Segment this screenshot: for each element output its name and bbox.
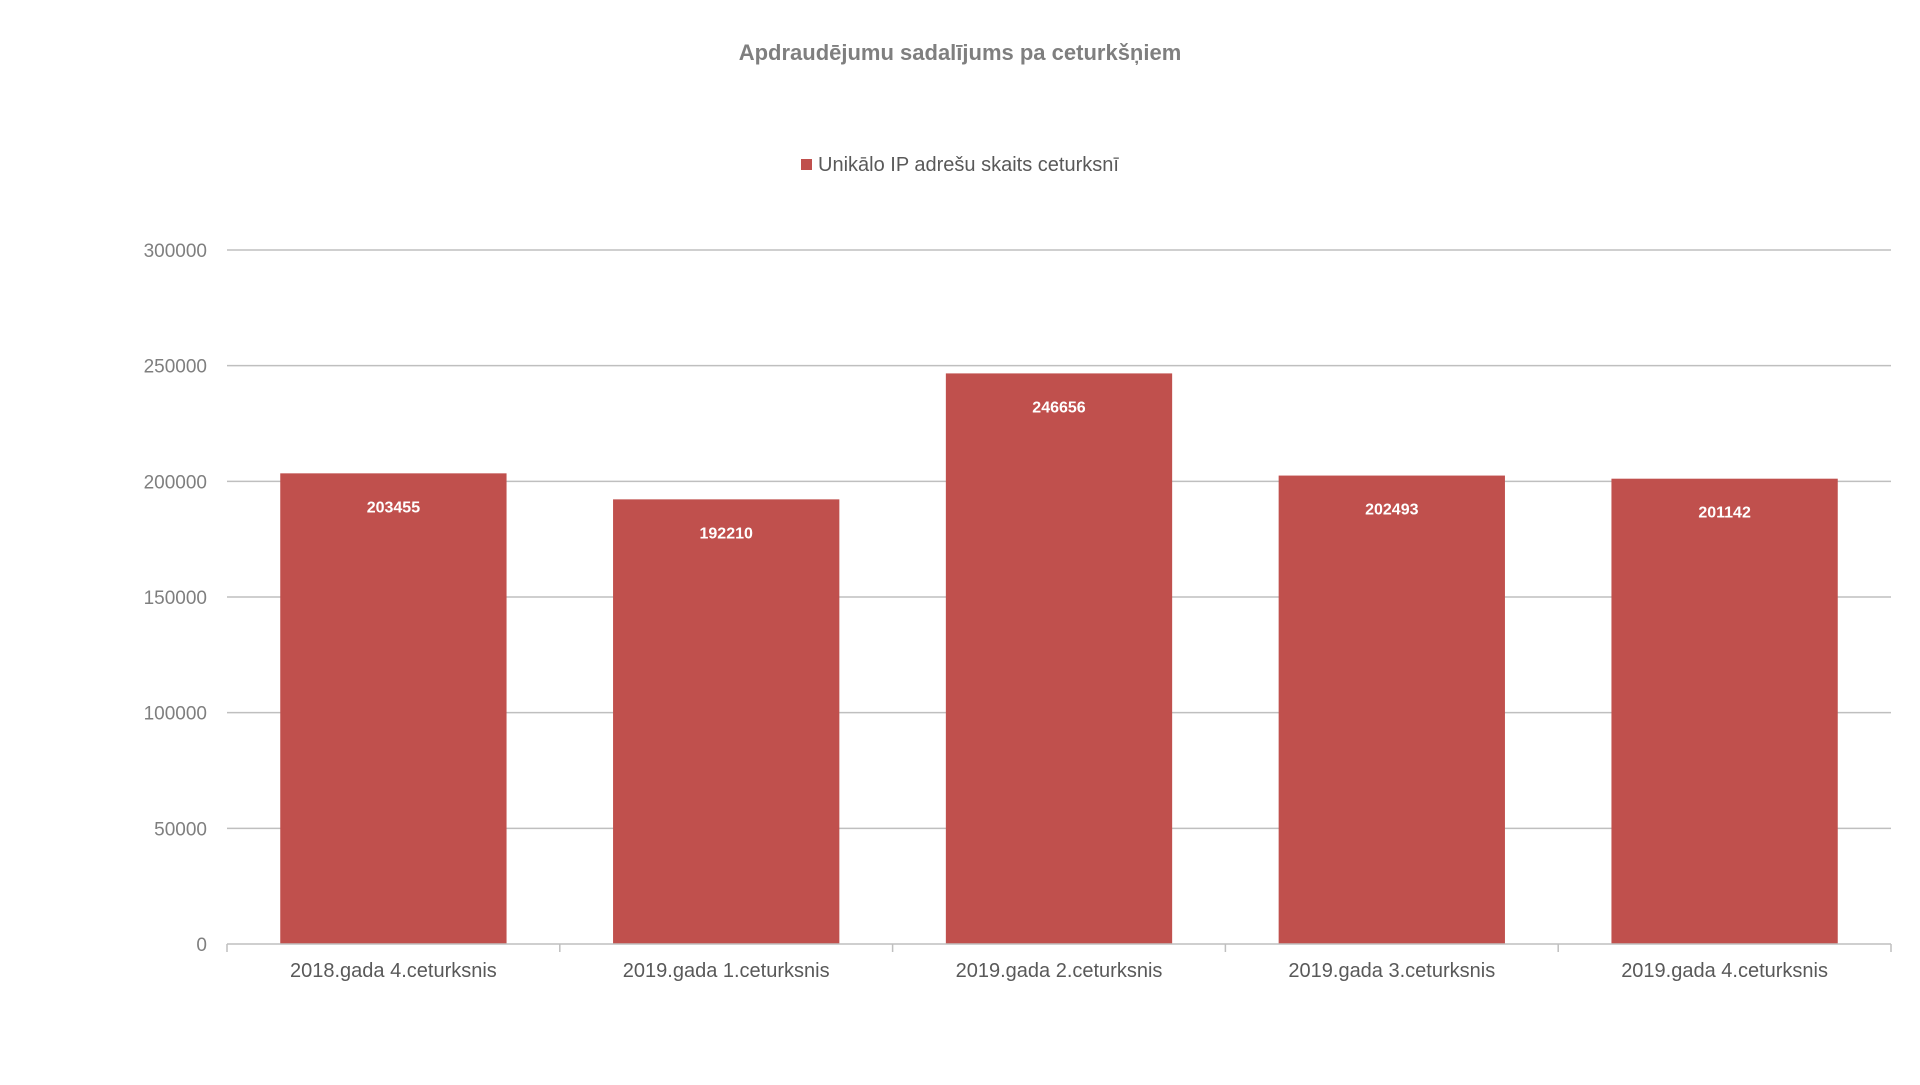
bar: [613, 499, 840, 944]
y-tick-label: 200000: [144, 472, 207, 493]
chart-title: Apdraudējumu sadalījums pa ceturkšņiem: [738, 40, 1182, 65]
y-tick-label: 150000: [144, 588, 207, 609]
y-axis-ticks: 0 50000 100000 150000 200000 250000 300000: [144, 241, 207, 956]
bar: [1611, 478, 1838, 944]
legend: Unikālo IP adrešu skaits ceturksnī: [0, 154, 1920, 177]
x-tick-label: 2019.gada 3.ceturksnis: [1288, 960, 1495, 982]
y-tick-label: 100000: [144, 704, 207, 725]
y-tick-label: 250000: [144, 357, 207, 378]
data-label: 246656: [1032, 399, 1085, 416]
x-tick-label: 2018.gada 4.ceturksnis: [290, 960, 497, 982]
data-label: 201142: [1698, 505, 1751, 522]
data-label: 192210: [700, 525, 753, 542]
x-tick-label: 2019.gada 1.ceturksnis: [623, 960, 830, 982]
bars: [280, 373, 1838, 944]
bar: [945, 373, 1173, 944]
bar: [280, 473, 507, 944]
x-axis: 2018.gada 4.ceturksnis 2019.gada 1.ceturk…: [226, 943, 1892, 982]
x-tick-label: 2019.gada 2.ceturksnis: [956, 960, 1163, 982]
y-tick-label: 300000: [144, 241, 207, 262]
data-label: 202493: [1365, 502, 1418, 519]
legend-swatch: [801, 159, 813, 170]
data-label: 203455: [367, 499, 420, 516]
y-tick-label: 50000: [154, 819, 207, 840]
y-tick-label: 0: [196, 935, 207, 956]
legend-label: Unikālo IP adrešu skaits ceturksnī: [818, 154, 1119, 176]
data-labels: 203455 192210 246656 202493 201142: [367, 399, 1751, 542]
bar: [1278, 475, 1505, 944]
x-tick-label: 2019.gada 4.ceturksnis: [1621, 960, 1828, 982]
